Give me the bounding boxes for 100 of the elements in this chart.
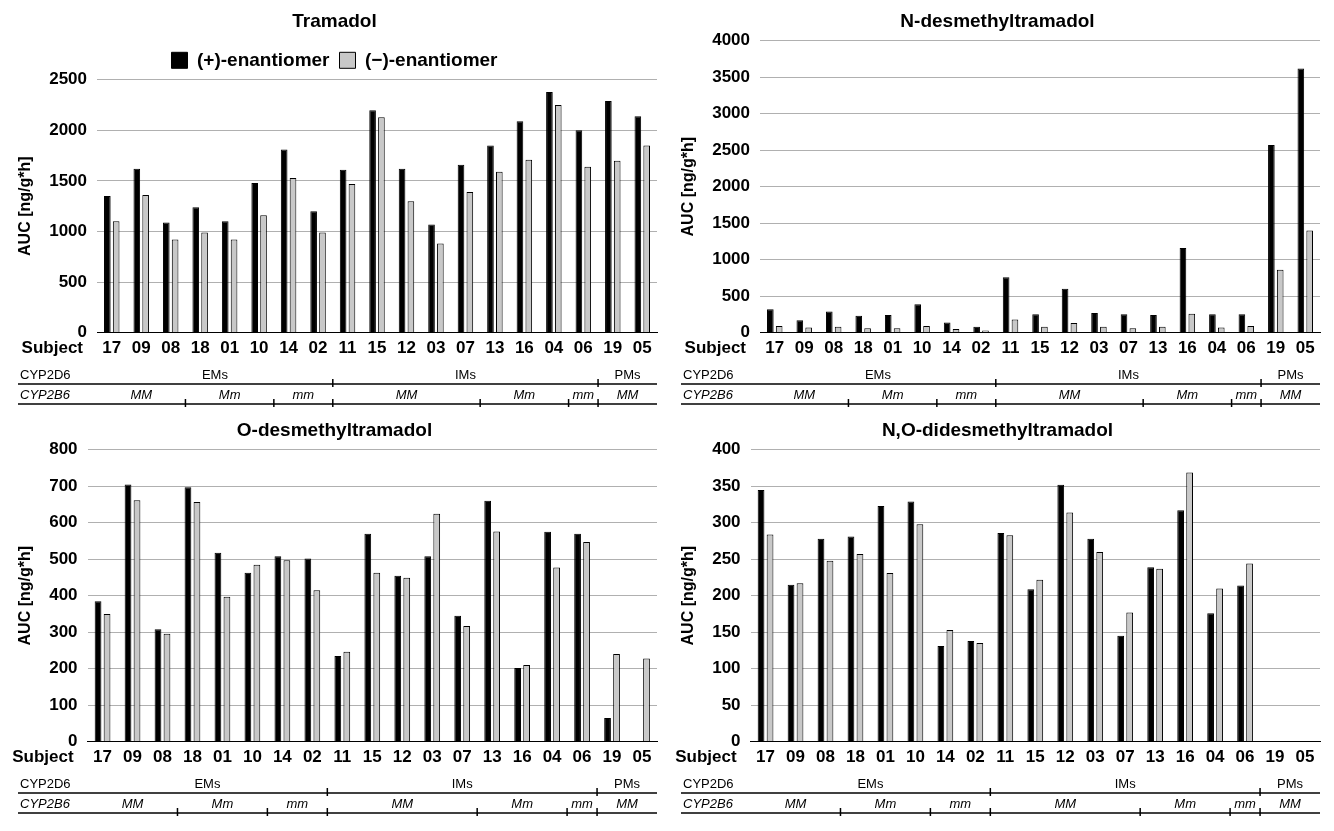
y-tick-label: 500 [58,271,88,291]
x-tick-label: 05 [632,338,652,358]
x-tick-label: 07 [1118,338,1138,358]
x-tick-label: 12 [1055,747,1075,767]
text: PMs [1277,775,1304,791]
x-tick-label: 02 [965,747,985,767]
text: EMs [201,366,229,382]
x-tick-label: 06 [1236,338,1256,358]
x-tick-label: 18 [190,338,210,358]
x-tick-label: 12 [1060,338,1079,358]
text: Mm [881,386,904,402]
y-tick-label: 300 [712,512,741,532]
text: PMs [614,775,641,791]
y-tick-label: 400 [712,439,741,459]
x-tick-label: 14 [942,338,962,358]
text: mm [949,795,972,811]
y-tick-label: 150 [712,621,741,641]
x-tick-label: 03 [422,747,442,767]
x-tick-label: 08 [816,747,835,767]
text: MM [616,386,639,402]
x-tick-label: 02 [302,747,322,767]
y-tick-label: 500 [49,548,78,568]
y-tick-label: 1000 [712,249,751,269]
text: MM [391,795,414,811]
text: CYP2B6 [20,795,71,811]
x-tick-label: 13 [1145,747,1165,767]
text: Mm [1174,795,1197,811]
text: IMs [454,366,477,382]
text: mm [1235,386,1258,402]
x-tick-label: 14 [279,338,299,358]
y-tick-label: 100 [712,658,741,678]
y-tick-label: 600 [49,512,78,532]
x-tick-label: 02 [971,338,991,358]
x-tick-label: 09 [123,747,142,767]
x-tick-label: 19 [1266,338,1286,358]
x-tick-label: 05 [1295,747,1315,767]
x-tick-label: 19 [603,338,623,358]
x-tick-label: 10 [249,338,269,358]
chart-title: O-desmethyltramadol [236,418,433,440]
x-tick-label: 07 [452,747,472,767]
x-tick-label: 11 [996,747,1015,767]
text: CYP2D6 [683,775,734,791]
text: EMs [864,366,892,382]
y-tick-label: 50 [721,694,741,714]
text: MM [1054,795,1077,811]
y-tick-label: 3000 [712,103,751,123]
x-tick-label: 08 [161,338,181,358]
chart-title: Tramadol [292,9,377,31]
x-tick-label: 18 [853,338,873,358]
text: mm [292,386,315,402]
x-tick-label: 12 [397,338,416,358]
x-tick-label: 15 [362,747,382,767]
x-tick-label: 05 [1295,338,1315,358]
y-tick-label: 300 [49,621,78,641]
y-axis-title: AUC [ng/g*h] [679,545,697,646]
text: Mm [218,386,241,402]
text: MM [1058,386,1081,402]
text: mm [571,795,594,811]
x-tick-label: 16 [514,338,534,358]
y-tick-label: 2500 [49,69,88,89]
text: MM [395,386,418,402]
text: PMs [1277,366,1305,382]
text: Mm [1176,386,1199,402]
y-tick-label: 250 [712,548,741,568]
chart-title: N,O-didesmethyltramadol [881,418,1114,440]
x-tick-label: 04 [1205,747,1226,767]
y-tick-label: 200 [49,658,78,678]
x-tick-label: 12 [392,747,412,767]
x-tick-label: 18 [183,747,202,767]
text: MM [1279,386,1302,402]
x-tick-label: 19 [1265,747,1285,767]
text: MM [130,386,153,402]
text: MM [784,795,807,811]
text: MM [1279,795,1302,811]
y-tick-label: 2500 [712,139,751,159]
y-tick-label: 100 [49,694,78,714]
x-tick-label: 13 [1148,338,1168,358]
x-tick-label: 02 [308,338,328,358]
x-tick-label: 10 [242,747,262,767]
y-tick-label: 3500 [712,66,751,86]
x-tick-label: 03 [426,338,446,358]
x-tick-label: 18 [846,747,865,767]
x-tick-label: 01 [883,338,903,358]
x-tick-label: 14 [935,747,956,767]
text: mm [1234,795,1257,811]
x-tick-label: 15 [1025,747,1045,767]
x-tick-label: 03 [1085,747,1105,767]
y-axis-title: AUC [ng/g*h] [16,545,34,646]
x-tick-label: 16 [1177,338,1197,358]
text: EMs [194,775,221,791]
x-tick-label: 16 [512,747,532,767]
x-tick-label: 05 [632,747,652,767]
y-tick-label: 200 [712,585,741,605]
x-tick-label: 08 [153,747,172,767]
x-tick-label: 10 [905,747,925,767]
x-tick-label: 11 [338,338,357,358]
x-tick-label: 13 [485,338,505,358]
y-tick-label: 1000 [49,221,88,241]
y-tick-label: 2000 [49,120,88,140]
legend-label: (+)-enantiomer [197,48,331,70]
